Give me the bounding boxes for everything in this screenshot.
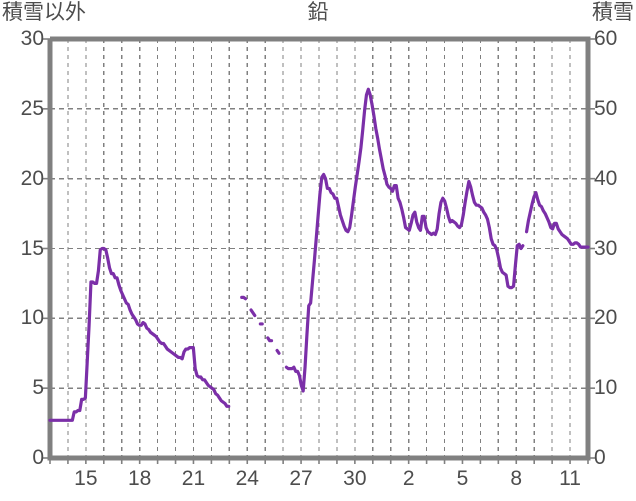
- y-axis-right-tick-50: 50: [594, 96, 618, 120]
- y-axis-right-tick-10: 10: [594, 376, 618, 400]
- y-axis-right-tick-0: 0: [594, 446, 606, 469]
- y-axis-left-tick-20: 20: [20, 166, 44, 190]
- y-axis-left-tick-0: 0: [32, 446, 44, 469]
- data-series-lead: [48, 87, 590, 422]
- page-title: 鉛: [307, 1, 329, 24]
- x-axis-tick-27: 27: [289, 467, 313, 490]
- plot-frame: [43, 36, 595, 464]
- gridlines: [50, 39, 588, 458]
- left-axis-title: 積雪以外: [2, 1, 86, 24]
- x-axis-tick-8: 8: [510, 467, 523, 490]
- y-axis-right-tick-30: 30: [594, 236, 618, 260]
- x-axis-tick-24: 24: [235, 467, 259, 490]
- y-axis-left-tick-15: 15: [20, 236, 44, 260]
- y-axis-right-tick-20: 20: [594, 306, 618, 330]
- y-axis-left-tick-10: 10: [20, 306, 44, 330]
- y-axis-left-tick-25: 25: [20, 96, 44, 120]
- x-axis-tick-21: 21: [181, 467, 206, 490]
- x-axis-tick-15: 15: [74, 467, 98, 490]
- x-axis-tick-30: 30: [343, 467, 367, 490]
- x-axis-tick-11: 11: [559, 467, 581, 490]
- right-axis-title: 積雪: [592, 1, 634, 24]
- y-axis-right-tick-60: 60: [594, 27, 618, 50]
- x-axis-tick-5: 5: [456, 467, 469, 490]
- x-axis-tick-2: 2: [402, 467, 415, 490]
- y-axis-right-tick-40: 40: [594, 166, 618, 190]
- y-axis-left-tick-5: 5: [32, 376, 44, 400]
- y-axis-left-tick-30: 30: [20, 27, 44, 50]
- x-axis-tick-18: 18: [127, 467, 152, 490]
